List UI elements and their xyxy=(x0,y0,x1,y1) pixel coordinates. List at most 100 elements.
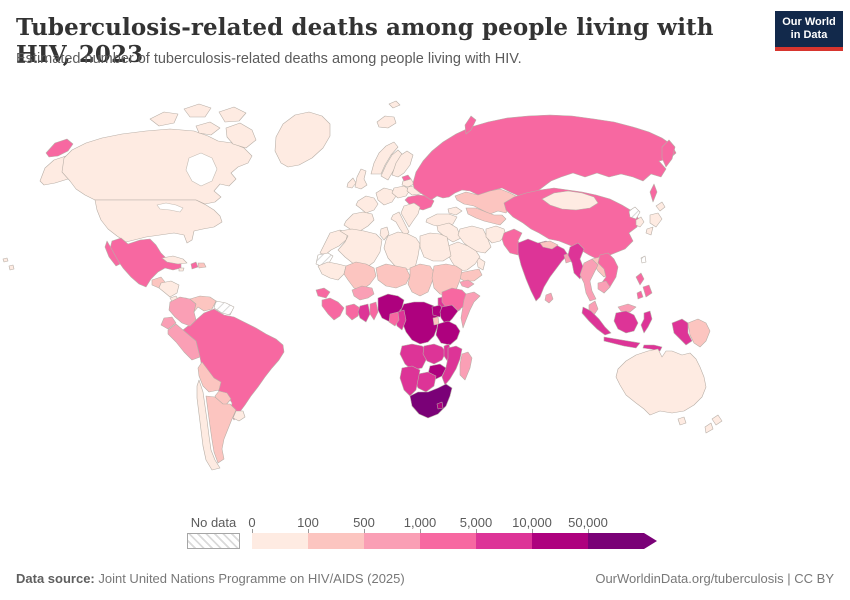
country-gabon[interactable] xyxy=(388,311,400,327)
country-togo-benin[interactable] xyxy=(369,301,379,321)
owid-logo[interactable]: Our World in Data xyxy=(775,11,843,51)
country-dominican-republic[interactable] xyxy=(197,262,207,269)
country-poland[interactable] xyxy=(391,185,411,199)
country-canada-baffin[interactable] xyxy=(225,122,257,149)
country-russia-chukotka[interactable] xyxy=(45,138,74,158)
country-central-europe[interactable] xyxy=(375,187,397,206)
country-japan-kyushu[interactable] xyxy=(645,226,654,236)
country-colombia[interactable] xyxy=(168,296,197,327)
country-canada[interactable] xyxy=(61,128,253,205)
legend-bin-1000-5000[interactable] xyxy=(420,533,476,549)
country-svalbard[interactable] xyxy=(388,100,401,109)
country-guinea-coast[interactable] xyxy=(321,297,345,321)
country-japan-hokkaido[interactable] xyxy=(655,201,666,212)
legend-bin-5000-10000[interactable] xyxy=(476,533,532,549)
country-chad[interactable] xyxy=(407,263,435,297)
country-caucasus[interactable] xyxy=(447,206,463,216)
legend-bin-10000-50000[interactable] xyxy=(532,533,588,549)
country-jamaica[interactable] xyxy=(178,267,185,272)
legend-bin-500-1000[interactable] xyxy=(364,533,420,549)
country-egypt[interactable] xyxy=(419,232,452,262)
country-canada-arctic-4[interactable] xyxy=(195,121,221,136)
country-cuba[interactable] xyxy=(161,255,188,265)
country-australia[interactable] xyxy=(615,348,707,416)
country-guyanas[interactable] xyxy=(213,300,235,316)
country-finland[interactable] xyxy=(391,150,414,178)
country-russia-novaya-zemlya[interactable] xyxy=(464,115,477,135)
country-argentina[interactable] xyxy=(205,395,237,464)
country-cambodia[interactable] xyxy=(597,280,611,294)
country-russia-sakhalin[interactable] xyxy=(649,183,658,203)
country-algeria[interactable] xyxy=(337,228,383,269)
country-canada-arctic-1[interactable] xyxy=(149,111,179,127)
country-new-zealand-north[interactable] xyxy=(711,414,723,426)
country-central-asia[interactable] xyxy=(465,207,507,226)
country-malaysia-borneo[interactable] xyxy=(617,303,637,313)
country-usa-hawaii-2[interactable] xyxy=(8,264,15,271)
country-philippines-luzon[interactable] xyxy=(635,272,645,286)
country-senegal[interactable] xyxy=(315,287,331,299)
country-libya[interactable] xyxy=(383,231,421,271)
country-usa[interactable] xyxy=(94,199,223,244)
country-mali[interactable] xyxy=(343,261,377,291)
country-philippines-visayas[interactable] xyxy=(636,290,644,300)
country-nepal[interactable] xyxy=(539,240,559,250)
country-somalia[interactable] xyxy=(460,291,481,329)
country-tunisia[interactable] xyxy=(379,226,390,241)
country-iceland[interactable] xyxy=(376,115,397,129)
country-indonesia-sumatra[interactable] xyxy=(581,306,612,336)
country-bolivia[interactable] xyxy=(197,361,222,393)
country-tanzania[interactable] xyxy=(435,320,461,346)
country-usa-hawaii-1[interactable] xyxy=(2,257,9,263)
country-south-korea[interactable] xyxy=(635,216,645,228)
country-ecuador[interactable] xyxy=(160,316,177,330)
country-north-korea[interactable] xyxy=(628,206,641,220)
country-eritrea-djibouti[interactable] xyxy=(459,279,475,289)
country-ireland[interactable] xyxy=(346,177,357,189)
country-greenland[interactable] xyxy=(274,111,331,168)
country-mozambique[interactable] xyxy=(441,345,463,386)
country-peru[interactable] xyxy=(167,323,201,361)
country-iberia[interactable] xyxy=(343,211,375,232)
country-latvia[interactable] xyxy=(401,174,412,182)
country-burkina-faso[interactable] xyxy=(351,285,375,301)
no-data-swatch[interactable] xyxy=(187,533,240,549)
country-cote-divoire[interactable] xyxy=(345,303,361,321)
legend-bin-100-500[interactable] xyxy=(308,533,364,549)
country-norway[interactable] xyxy=(370,141,399,175)
legend-bin-50000-plus[interactable] xyxy=(588,533,644,549)
country-angola[interactable] xyxy=(399,343,429,371)
country-iraq-syria[interactable] xyxy=(436,222,462,243)
country-papua-new-guinea[interactable] xyxy=(687,318,711,348)
country-australia-tasmania[interactable] xyxy=(677,416,687,426)
country-mexico-baja[interactable] xyxy=(104,240,121,267)
country-indonesia-kalimantan[interactable] xyxy=(613,310,639,334)
country-indonesia-sulawesi[interactable] xyxy=(640,310,653,334)
country-namibia[interactable] xyxy=(399,365,421,397)
country-iran[interactable] xyxy=(457,225,492,254)
country-ghana[interactable] xyxy=(357,303,371,323)
country-japan-honshu[interactable] xyxy=(649,212,663,228)
country-chile[interactable] xyxy=(196,379,221,471)
country-honduras-nicaragua[interactable] xyxy=(158,280,180,298)
country-mauritania[interactable] xyxy=(317,261,347,281)
country-haiti[interactable] xyxy=(190,261,199,270)
country-madagascar[interactable] xyxy=(459,351,473,381)
country-sri-lanka[interactable] xyxy=(544,292,554,304)
country-new-zealand-south[interactable] xyxy=(704,422,714,434)
country-zambia[interactable] xyxy=(422,343,447,365)
country-niger[interactable] xyxy=(375,263,411,289)
country-canada-arctic-3[interactable] xyxy=(218,106,247,123)
country-lesotho[interactable] xyxy=(436,401,444,410)
country-thailand[interactable] xyxy=(579,258,599,302)
country-uruguay[interactable] xyxy=(232,410,246,422)
country-indonesia-java[interactable] xyxy=(603,336,641,349)
country-taiwan[interactable] xyxy=(640,255,647,264)
license-text[interactable]: OurWorldinData.org/tuberculosis | CC BY xyxy=(595,571,834,586)
country-uk[interactable] xyxy=(354,168,368,190)
country-indonesia-papua[interactable] xyxy=(671,318,693,346)
country-china[interactable] xyxy=(503,187,640,260)
country-venezuela[interactable] xyxy=(189,295,217,313)
country-india[interactable] xyxy=(517,238,569,302)
country-ukraine[interactable] xyxy=(404,194,435,211)
